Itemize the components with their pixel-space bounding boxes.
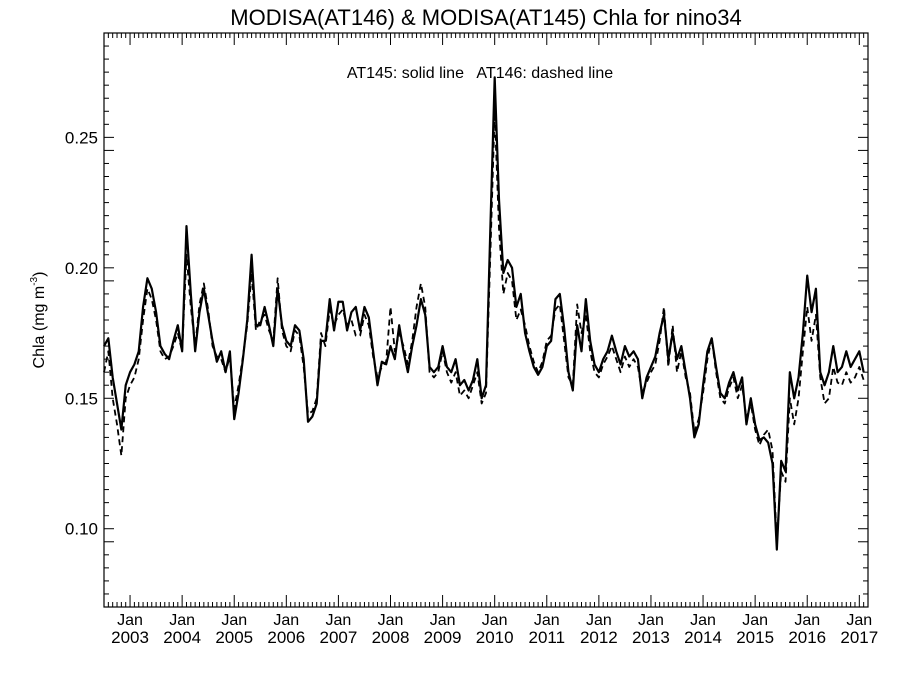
x-tick-month-label: Jan bbox=[638, 612, 664, 629]
x-axis-ticks: Jan2003Jan2004Jan2005Jan2006Jan2007Jan20… bbox=[103, 33, 878, 647]
x-tick-month-label: Jan bbox=[742, 612, 768, 629]
x-tick-month-label: Jan bbox=[586, 612, 612, 629]
x-tick-year-label: 2010 bbox=[476, 628, 514, 647]
plot-frame bbox=[103, 32, 869, 608]
y-axis-label-exponent: -3 bbox=[29, 276, 40, 285]
x-tick-month-label: Jan bbox=[430, 612, 456, 629]
x-tick-month-label: Jan bbox=[378, 612, 404, 629]
x-tick-year-label: 2004 bbox=[163, 628, 201, 647]
x-tick-month-label: Jan bbox=[117, 612, 143, 629]
series-line-at146-dashed bbox=[103, 110, 865, 543]
x-tick-year-label: 2012 bbox=[580, 628, 618, 647]
x-tick-month-label: Jan bbox=[794, 612, 820, 629]
x-tick-year-label: 2017 bbox=[840, 628, 878, 647]
x-tick-month-label: Jan bbox=[326, 612, 352, 629]
x-tick-month-label: Jan bbox=[534, 612, 560, 629]
x-tick-month-label: Jan bbox=[169, 612, 195, 629]
x-tick-month-label: Jan bbox=[846, 612, 872, 629]
y-axis-label: Chla (mg m-3) bbox=[29, 272, 48, 369]
x-tick-year-label: 2016 bbox=[788, 628, 826, 647]
series-line-at145-solid bbox=[103, 76, 865, 551]
x-tick-year-label: 2009 bbox=[424, 628, 462, 647]
x-tick-year-label: 2007 bbox=[319, 628, 357, 647]
x-tick-year-label: 2006 bbox=[267, 628, 305, 647]
x-tick-month-label: Jan bbox=[221, 612, 247, 629]
x-tick-month-label: Jan bbox=[690, 612, 716, 629]
y-tick-label: 0.25 bbox=[65, 128, 98, 147]
y-tick-label: 0.20 bbox=[65, 259, 98, 278]
x-tick-year-label: 2008 bbox=[372, 628, 410, 647]
chart-title: MODISA(AT146) & MODISA(AT145) Chla for n… bbox=[230, 5, 741, 30]
y-axis-label-main: Chla (mg m bbox=[31, 286, 48, 369]
y-axis-ticks: 0.10 0.15 0.20 0.25 bbox=[65, 32, 868, 595]
x-tick-year-label: 2014 bbox=[684, 628, 722, 647]
x-tick-month-label: Jan bbox=[482, 612, 508, 629]
x-tick-year-label: 2003 bbox=[111, 628, 149, 647]
y-axis-label-close: ) bbox=[31, 272, 48, 277]
x-tick-year-label: 2011 bbox=[528, 628, 565, 647]
series-layer bbox=[103, 76, 865, 551]
x-tick-year-label: 2005 bbox=[215, 628, 253, 647]
x-tick-month-label: Jan bbox=[273, 612, 299, 629]
y-tick-label: 0.15 bbox=[65, 389, 98, 408]
y-tick-label: 0.10 bbox=[65, 520, 98, 539]
x-tick-year-label: 2015 bbox=[736, 628, 774, 647]
series-annotation: AT145: solid line AT146: dashed line bbox=[347, 65, 613, 82]
x-tick-year-label: 2013 bbox=[632, 628, 670, 647]
